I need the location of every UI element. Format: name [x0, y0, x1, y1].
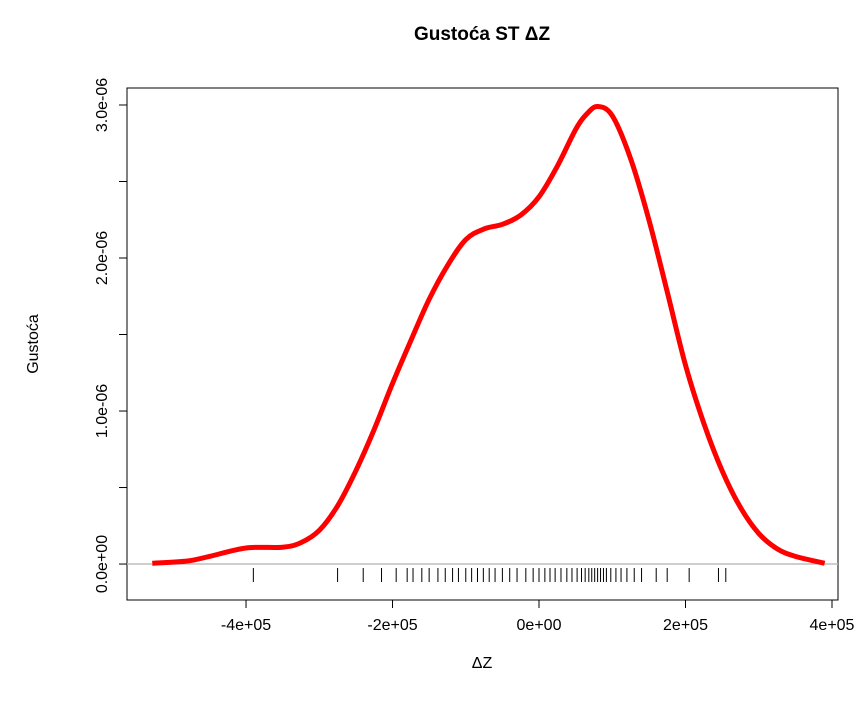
x-tick-label: -2e+05	[367, 617, 417, 634]
x-tick-label: 2e+05	[663, 617, 708, 634]
x-tick-label: 4e+05	[810, 617, 855, 634]
x-tick-label: 0e+00	[517, 617, 562, 634]
y-tick-label: 2.0e-06	[94, 231, 111, 285]
y-tick-label: 0.0e+00	[94, 535, 111, 593]
chart-title: Gustoća ST ΔZ	[414, 24, 551, 45]
y-tick-label: 3.0e-06	[94, 78, 111, 132]
density-line	[152, 104, 826, 566]
x-tick-label: -4e+05	[221, 617, 271, 634]
x-axis-label: ΔZ	[472, 655, 493, 672]
y-axis-label: Gustoća	[25, 314, 42, 374]
y-tick-label: 1.0e-06	[94, 384, 111, 438]
